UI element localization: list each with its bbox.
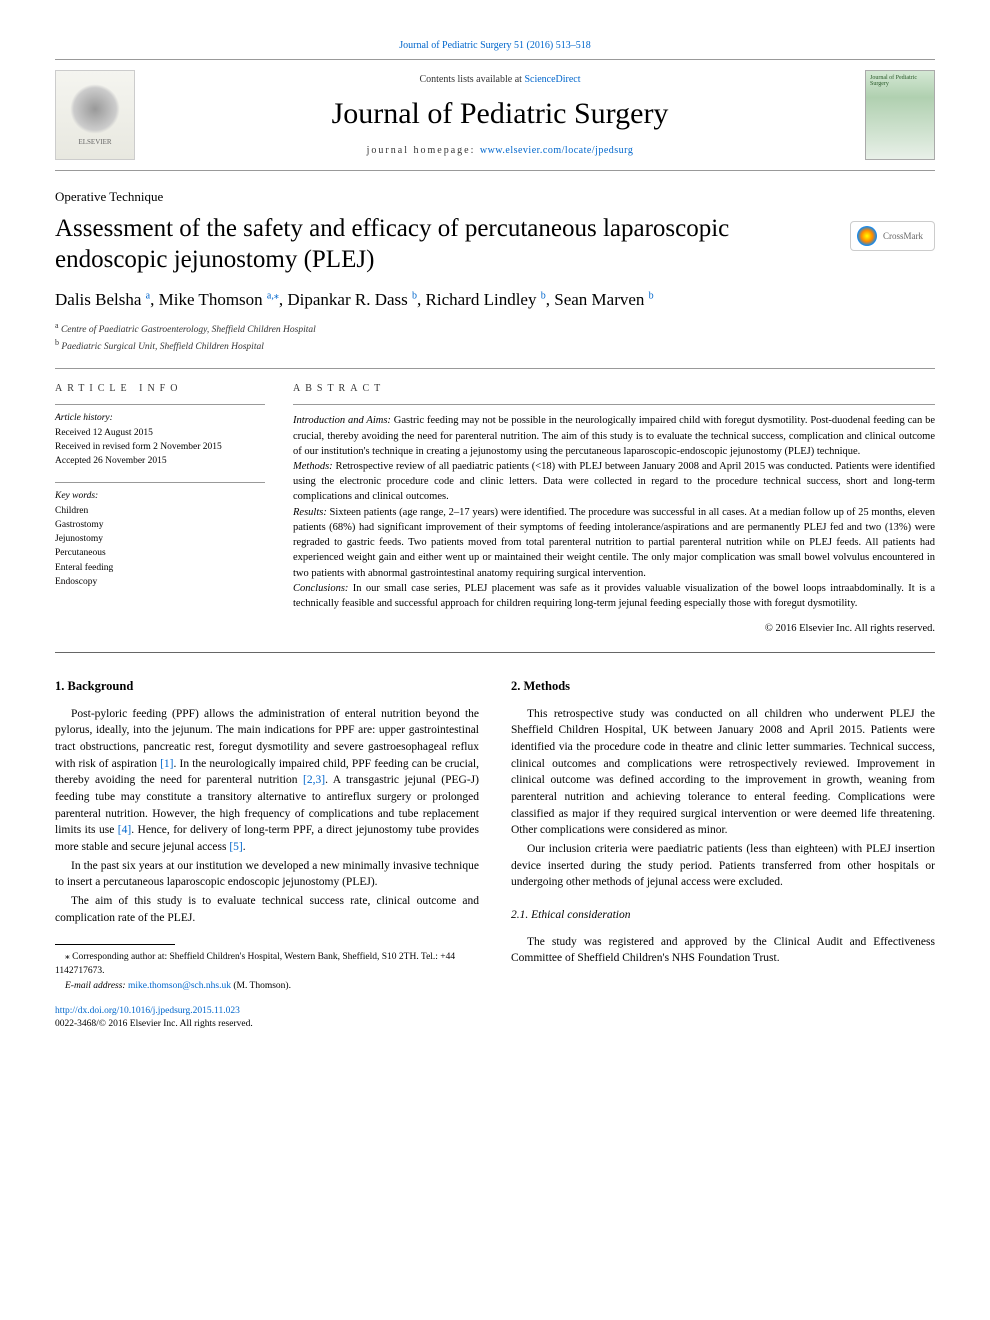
date-received: Received 12 August 2015: [55, 426, 265, 440]
aff-a: Centre of Paediatric Gastroenterology, S…: [59, 325, 316, 335]
bg-text: .: [243, 841, 246, 853]
history-label: Article history:: [55, 411, 265, 425]
abstract-text: Introduction and Aims: Gastric feeding m…: [293, 404, 935, 636]
elsevier-tree-icon: [70, 84, 120, 134]
author-4: , Richard Lindley: [417, 290, 541, 309]
left-column: 1. Background Post-pyloric feeding (PPF)…: [55, 677, 479, 1031]
background-p3: The aim of this study is to evaluate tec…: [55, 893, 479, 926]
contents-prefix: Contents lists available at: [419, 74, 524, 85]
abstract-copyright: © 2016 Elsevier Inc. All rights reserved…: [293, 621, 935, 636]
date-revised: Received in revised form 2 November 2015: [55, 440, 265, 454]
body-divider: [55, 652, 935, 653]
divider: [55, 368, 935, 369]
background-p1: Post-pyloric feeding (PPF) allows the ad…: [55, 706, 479, 856]
methods-p1: This retrospective study was conducted o…: [511, 706, 935, 839]
abstract-column: abstract Introduction and Aims: Gastric …: [293, 383, 935, 636]
article-title: Assessment of the safety and efficacy of…: [55, 213, 830, 276]
footnote-divider: [55, 944, 175, 945]
affiliations: a Centre of Paediatric Gastroenterology,…: [55, 320, 935, 355]
crossmark-icon: [857, 226, 877, 246]
citation-link[interactable]: [1]: [160, 758, 173, 770]
background-p2: In the past six years at our institution…: [55, 858, 479, 891]
ethics-heading: 2.1. Ethical consideration: [511, 907, 935, 924]
author-3: , Dipankar R. Dass: [279, 290, 412, 309]
contents-available: Contents lists available at ScienceDirec…: [135, 74, 865, 85]
keyword: Endoscopy: [55, 575, 265, 589]
journal-homepage: journal homepage: www.elsevier.com/locat…: [135, 145, 865, 156]
sciencedirect-link[interactable]: ScienceDirect: [524, 74, 580, 85]
citation-link[interactable]: [5]: [229, 841, 242, 853]
keyword: Percutaneous: [55, 546, 265, 560]
top-citation-link[interactable]: Journal of Pediatric Surgery 51 (2016) 5…: [399, 40, 590, 51]
date-accepted: Accepted 26 November 2015: [55, 454, 265, 468]
homepage-link[interactable]: www.elsevier.com/locate/jpedsurg: [480, 145, 633, 156]
corr-author-text: Corresponding author at: Sheffield Child…: [55, 952, 455, 975]
background-heading: 1. Background: [55, 677, 479, 695]
article-history: Article history: Received 12 August 2015…: [55, 404, 265, 468]
elsevier-label: ELSEVIER: [78, 138, 111, 146]
author-2: , Mike Thomson: [150, 290, 267, 309]
abstract-concl-label: Conclusions:: [293, 583, 348, 594]
author-5: , Sean Marven: [546, 290, 649, 309]
crossmark-label: CrossMark: [883, 231, 923, 241]
right-column: 2. Methods This retrospective study was …: [511, 677, 935, 1031]
doi-block: http://dx.doi.org/10.1016/j.jpedsurg.201…: [55, 1005, 479, 1032]
elsevier-logo: ELSEVIER: [55, 70, 135, 160]
citation-link[interactable]: [4]: [118, 824, 131, 836]
email-label: E-mail address:: [65, 981, 128, 991]
top-citation: Journal of Pediatric Surgery 51 (2016) 5…: [55, 40, 935, 51]
author-list: Dalis Belsha a, Mike Thomson a,⁎, Dipank…: [55, 290, 935, 310]
methods-heading: 2. Methods: [511, 677, 935, 695]
abstract-results: Sixteen patients (age range, 2–17 years)…: [293, 507, 935, 579]
journal-header: ELSEVIER Contents lists available at Sci…: [55, 59, 935, 171]
abstract-label: abstract: [293, 383, 935, 394]
methods-p2: Our inclusion criteria were paediatric p…: [511, 841, 935, 891]
abstract-results-label: Results:: [293, 507, 327, 518]
abstract-intro-label: Introduction and Aims:: [293, 415, 391, 426]
homepage-prefix: journal homepage:: [367, 145, 480, 156]
footnotes: ⁎ Corresponding author at: Sheffield Chi…: [55, 951, 479, 993]
journal-cover-thumbnail: Journal of Pediatric Surgery: [865, 70, 935, 160]
abstract-methods-label: Methods:: [293, 461, 333, 472]
ethics-p1: The study was registered and approved by…: [511, 934, 935, 967]
citation-link[interactable]: [2,3]: [303, 774, 325, 786]
doi-link[interactable]: http://dx.doi.org/10.1016/j.jpedsurg.201…: [55, 1006, 240, 1016]
cover-label: Journal of Pediatric Surgery: [870, 75, 930, 87]
author-2-aff[interactable]: a,: [267, 290, 274, 301]
keyword: Enteral feeding: [55, 561, 265, 575]
abstract-methods: Retrospective review of all paediatric p…: [293, 461, 935, 502]
keyword: Jejunostomy: [55, 532, 265, 546]
article-info-label: article info: [55, 383, 265, 394]
article-type: Operative Technique: [55, 189, 935, 205]
crossmark-badge[interactable]: CrossMark: [850, 221, 935, 251]
abstract-concl: In our small case series, PLEJ placement…: [293, 583, 935, 609]
keywords-block: Key words: Children Gastrostomy Jejunost…: [55, 482, 265, 589]
article-info-column: article info Article history: Received 1…: [55, 383, 265, 636]
author-5-aff[interactable]: b: [649, 290, 654, 301]
email-suffix: (M. Thomson).: [231, 981, 291, 991]
keyword: Gastrostomy: [55, 518, 265, 532]
journal-name: Journal of Pediatric Surgery: [135, 97, 865, 131]
author-1: Dalis Belsha: [55, 290, 146, 309]
aff-b: Paediatric Surgical Unit, Sheffield Chil…: [59, 342, 264, 352]
keyword: Children: [55, 504, 265, 518]
email-link[interactable]: mike.thomson@sch.nhs.uk: [128, 981, 231, 991]
keywords-label: Key words:: [55, 489, 265, 503]
issn-copyright: 0022-3468/© 2016 Elsevier Inc. All right…: [55, 1018, 479, 1031]
